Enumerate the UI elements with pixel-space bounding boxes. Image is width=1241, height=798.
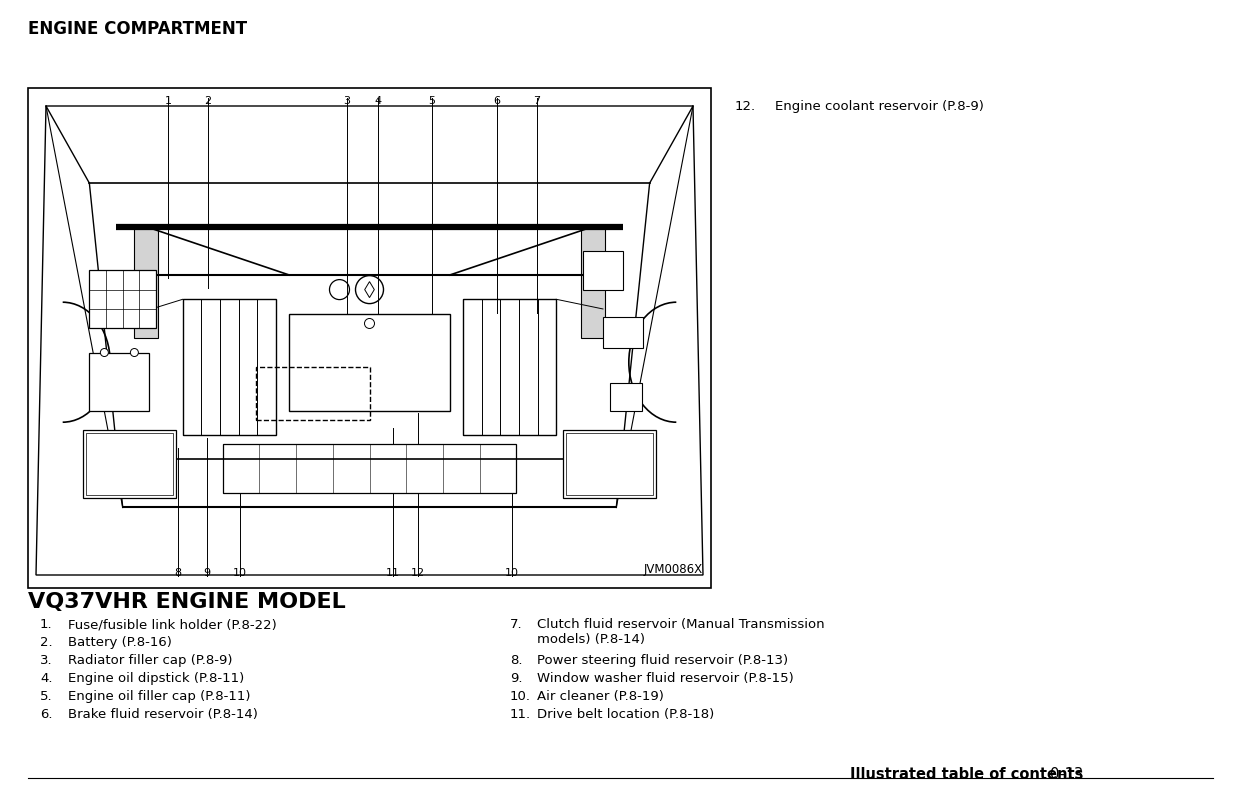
Text: Engine oil filler cap (P.8-11): Engine oil filler cap (P.8-11) [68, 690, 251, 703]
Text: VQ37VHR ENGINE MODEL: VQ37VHR ENGINE MODEL [29, 592, 346, 612]
Bar [29, 88, 711, 588]
Text: JVM0086X: JVM0086X [644, 563, 702, 576]
Text: Radiator filler cap (P.8-9): Radiator filler cap (P.8-9) [68, 654, 232, 667]
Bar [581, 227, 604, 338]
Bar [603, 317, 643, 348]
Bar [256, 367, 370, 421]
Text: 6.: 6. [40, 708, 52, 721]
Text: 11.: 11. [510, 708, 531, 721]
Text: 4: 4 [375, 96, 381, 106]
Bar [223, 444, 516, 493]
Text: 10.: 10. [510, 690, 531, 703]
Text: 8.: 8. [510, 654, 522, 667]
Text: Power steering fluid reservoir (P.8-13): Power steering fluid reservoir (P.8-13) [537, 654, 788, 667]
Text: Battery (P.8-16): Battery (P.8-16) [68, 636, 171, 649]
Text: 6: 6 [494, 96, 500, 106]
Text: 2: 2 [205, 96, 211, 106]
Bar [583, 251, 623, 290]
Text: Illustrated table of contents: Illustrated table of contents [850, 767, 1083, 782]
Bar [89, 271, 156, 328]
Bar [86, 433, 172, 495]
Text: Clutch fluid reservoir (Manual Transmission
models) (P.8-14): Clutch fluid reservoir (Manual Transmiss… [537, 618, 824, 646]
Text: 5.: 5. [40, 690, 52, 703]
Text: 0-13: 0-13 [1050, 767, 1083, 782]
Text: 9.: 9. [510, 672, 522, 685]
Bar [182, 299, 276, 435]
Bar [566, 433, 653, 495]
Text: Fuse/fusible link holder (P.8-22): Fuse/fusible link holder (P.8-22) [68, 618, 277, 631]
Text: 12.: 12. [735, 100, 756, 113]
Text: ENGINE COMPARTMENT: ENGINE COMPARTMENT [29, 20, 247, 38]
Text: Drive belt location (P.8-18): Drive belt location (P.8-18) [537, 708, 715, 721]
Text: 4.: 4. [40, 672, 52, 685]
Text: Air cleaner (P.8-19): Air cleaner (P.8-19) [537, 690, 664, 703]
Text: 3.: 3. [40, 654, 52, 667]
Text: 9: 9 [204, 568, 211, 578]
Text: Window washer fluid reservoir (P.8-15): Window washer fluid reservoir (P.8-15) [537, 672, 794, 685]
Bar [609, 384, 642, 411]
Text: 1.: 1. [40, 618, 52, 631]
Text: Brake fluid reservoir (P.8-14): Brake fluid reservoir (P.8-14) [68, 708, 258, 721]
Bar [89, 353, 149, 411]
Text: 12: 12 [411, 568, 426, 578]
Text: 8: 8 [175, 568, 181, 578]
Text: 2.: 2. [40, 636, 52, 649]
Circle shape [101, 349, 108, 357]
Text: Engine oil dipstick (P.8-11): Engine oil dipstick (P.8-11) [68, 672, 244, 685]
Bar [289, 314, 449, 411]
Text: 3: 3 [344, 96, 350, 106]
Bar [134, 227, 158, 338]
Text: 7: 7 [534, 96, 541, 106]
Bar [463, 299, 556, 435]
Text: 10: 10 [233, 568, 247, 578]
Text: 1: 1 [165, 96, 171, 106]
Bar [563, 430, 656, 498]
Circle shape [130, 349, 139, 357]
Text: Engine coolant reservoir (P.8-9): Engine coolant reservoir (P.8-9) [774, 100, 984, 113]
Text: 7.: 7. [510, 618, 522, 631]
Text: 11: 11 [386, 568, 400, 578]
Bar [83, 430, 176, 498]
Text: 10: 10 [505, 568, 519, 578]
Text: 5: 5 [428, 96, 436, 106]
